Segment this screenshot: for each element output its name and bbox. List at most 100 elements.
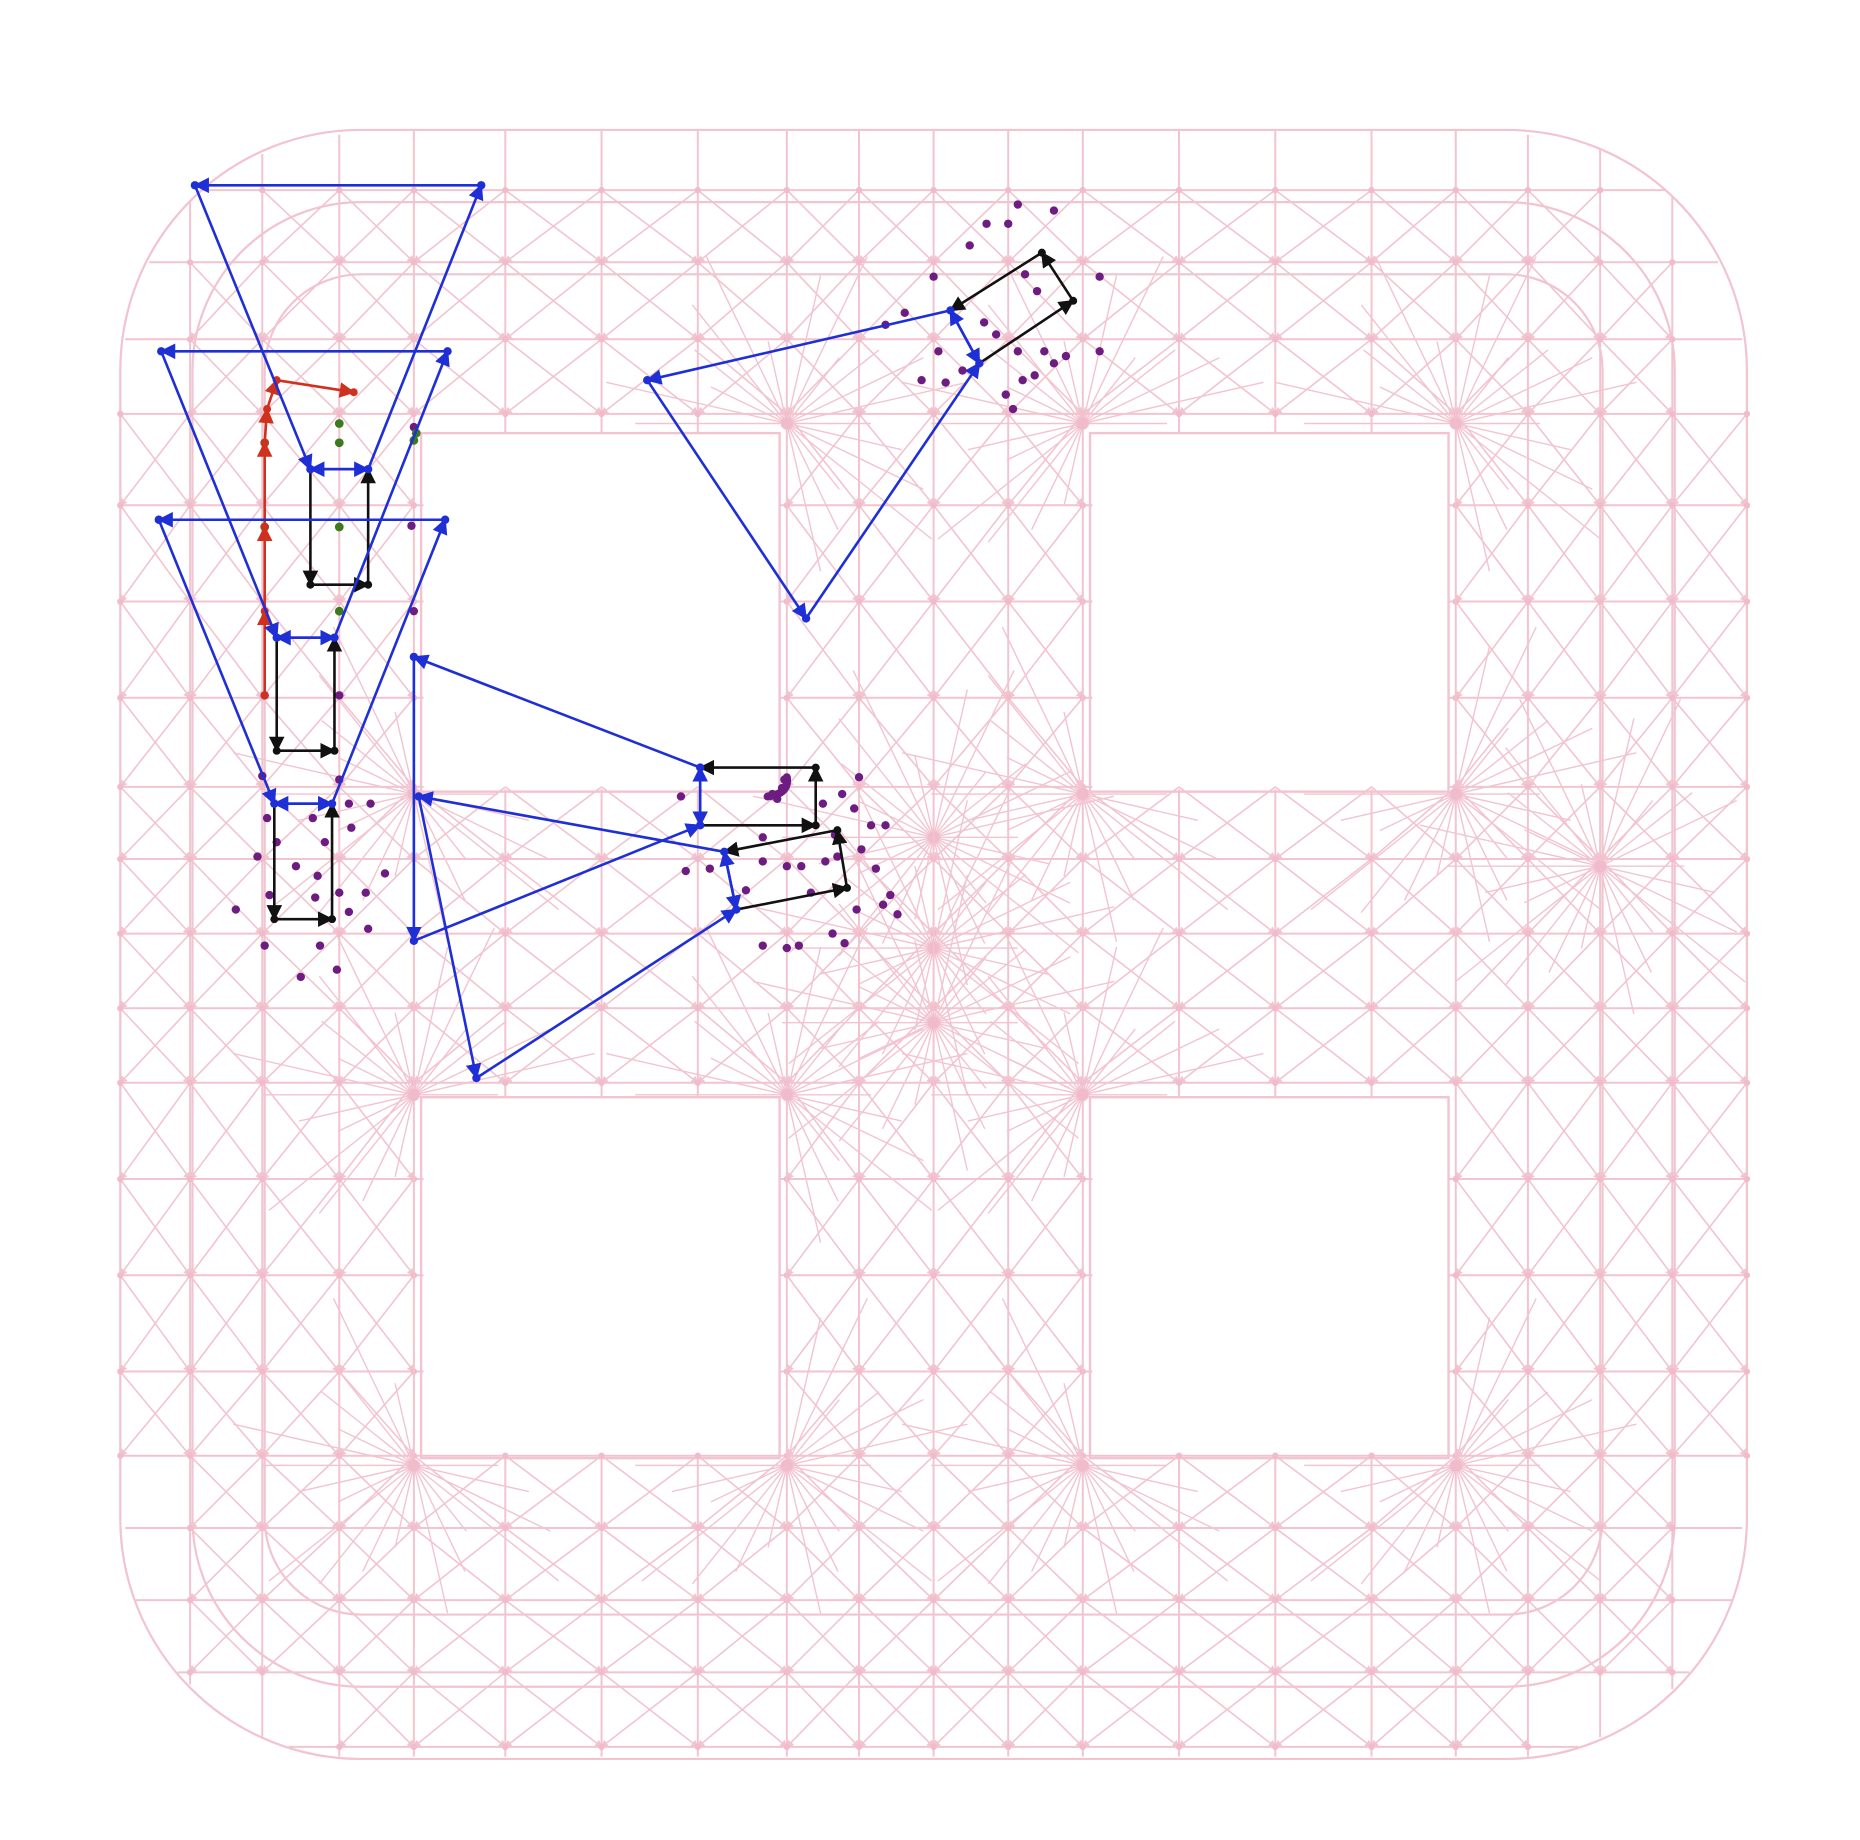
lattice-node [598, 1452, 605, 1459]
hub-node [927, 1016, 940, 1029]
hub-edge [298, 1463, 416, 1493]
lattice-diagonal [1274, 858, 1373, 935]
lattice-node [1596, 259, 1604, 266]
lattice-node [598, 1669, 605, 1676]
lattice-diagonal [1526, 1274, 1601, 1373]
hub-edge [785, 1052, 968, 1097]
lattice-node [1524, 1452, 1532, 1459]
lattice-node [1175, 1596, 1183, 1604]
lattice-diagonal [785, 1082, 860, 1181]
lattice-diagonal [1526, 189, 1601, 264]
room-outline-2 [1088, 431, 1450, 793]
lattice-diagonal [858, 1178, 935, 1277]
lattice-diagonal [119, 858, 191, 935]
lattice-node [117, 694, 124, 702]
purple-node [315, 941, 325, 950]
lattice-diagonal [857, 858, 935, 935]
lattice-diagonal [1599, 1178, 1673, 1277]
hub-edge [857, 985, 935, 1024]
lattice-diagonal [412, 1671, 506, 1748]
lattice-diagonal [785, 189, 860, 264]
hub-edge [857, 947, 935, 986]
purple-node [311, 893, 320, 902]
hub-edge [1454, 793, 1593, 861]
lattice-node [1368, 1524, 1375, 1532]
blue-path-node [363, 465, 373, 474]
lattice-node [410, 1743, 418, 1751]
lattice-diagonal [858, 504, 935, 603]
lattice-node [1524, 694, 1532, 702]
hub-edge [298, 791, 416, 821]
lattice-node [1669, 1175, 1676, 1183]
blue-path-node [330, 633, 339, 642]
lattice-node [1743, 502, 1751, 509]
purple-node [979, 318, 989, 327]
lattice-diagonal [1599, 504, 1673, 603]
lattice-node [855, 502, 863, 509]
lattice-node [1005, 336, 1012, 343]
lattice-node [259, 1524, 266, 1532]
hub-edge [932, 1021, 1079, 1139]
black-cycle-node [272, 746, 281, 755]
lattice-node [1743, 1452, 1751, 1459]
hub-edge [1505, 747, 1602, 868]
lattice-diagonal [1007, 261, 1084, 341]
hub-edge [987, 1464, 1084, 1585]
lattice-diagonal [504, 189, 603, 264]
lattice-node [1452, 186, 1459, 194]
hub-edge [1599, 799, 1654, 868]
green-node [334, 522, 344, 532]
lattice-diagonal [696, 932, 788, 1010]
purple-node [1095, 347, 1104, 356]
lattice-diagonal [504, 1599, 603, 1674]
hub-edge [1310, 1464, 1457, 1582]
hub-edge [1455, 792, 1508, 901]
lattice-node [1079, 259, 1086, 266]
hub-edge [1081, 1464, 1229, 1582]
lattice-node [1368, 1452, 1375, 1459]
blue-path-edge [193, 184, 313, 471]
hub-edge [1598, 799, 1738, 867]
lattice-diagonal [1599, 933, 1673, 1010]
lattice-diagonal [1007, 1082, 1084, 1181]
hub-edge [362, 792, 415, 901]
lattice-diagonal [261, 1599, 340, 1674]
lattice-diagonal [932, 601, 1009, 700]
hub-edge [881, 836, 935, 944]
lattice-node [1669, 410, 1676, 418]
lattice-diagonal [858, 1274, 935, 1373]
lattice-node [930, 259, 937, 266]
lattice-diagonal [412, 1455, 506, 1529]
lattice-diagonal [1454, 261, 1529, 341]
lattice-node [186, 1175, 194, 1183]
lattice-node [694, 1005, 702, 1012]
lattice-diagonal [1599, 697, 1673, 789]
hub-edge [394, 792, 417, 877]
lattice-node [855, 1272, 863, 1279]
lattice-diagonal [1370, 858, 1457, 935]
purple-node [366, 799, 375, 808]
lattice-diagonal [1007, 189, 1084, 264]
lattice-diagonal [261, 697, 340, 789]
lattice-node [1272, 410, 1279, 418]
lattice-node [1596, 1524, 1604, 1532]
lattice-node [1524, 1005, 1532, 1012]
hub-edge [784, 275, 822, 425]
lattice-node [186, 1596, 194, 1604]
lattice-diagonal [188, 786, 263, 861]
lattice-node [694, 1452, 702, 1459]
lattice-diagonal [1671, 413, 1748, 507]
hub-edge [857, 800, 935, 839]
hub-edge [394, 1012, 417, 1097]
lattice-diagonal [119, 504, 191, 603]
lattice-node [930, 1669, 937, 1676]
lattice-node [336, 1005, 343, 1012]
lattice-diagonal [1370, 261, 1457, 341]
lattice-diagonal [119, 1371, 191, 1457]
lattice-node [1524, 783, 1532, 791]
lattice-diagonal [932, 1082, 1009, 1181]
lattice-diagonal [1007, 1178, 1084, 1277]
hub-edge [332, 1298, 415, 1467]
hub-edge [785, 1399, 840, 1467]
lattice-node [930, 336, 937, 343]
